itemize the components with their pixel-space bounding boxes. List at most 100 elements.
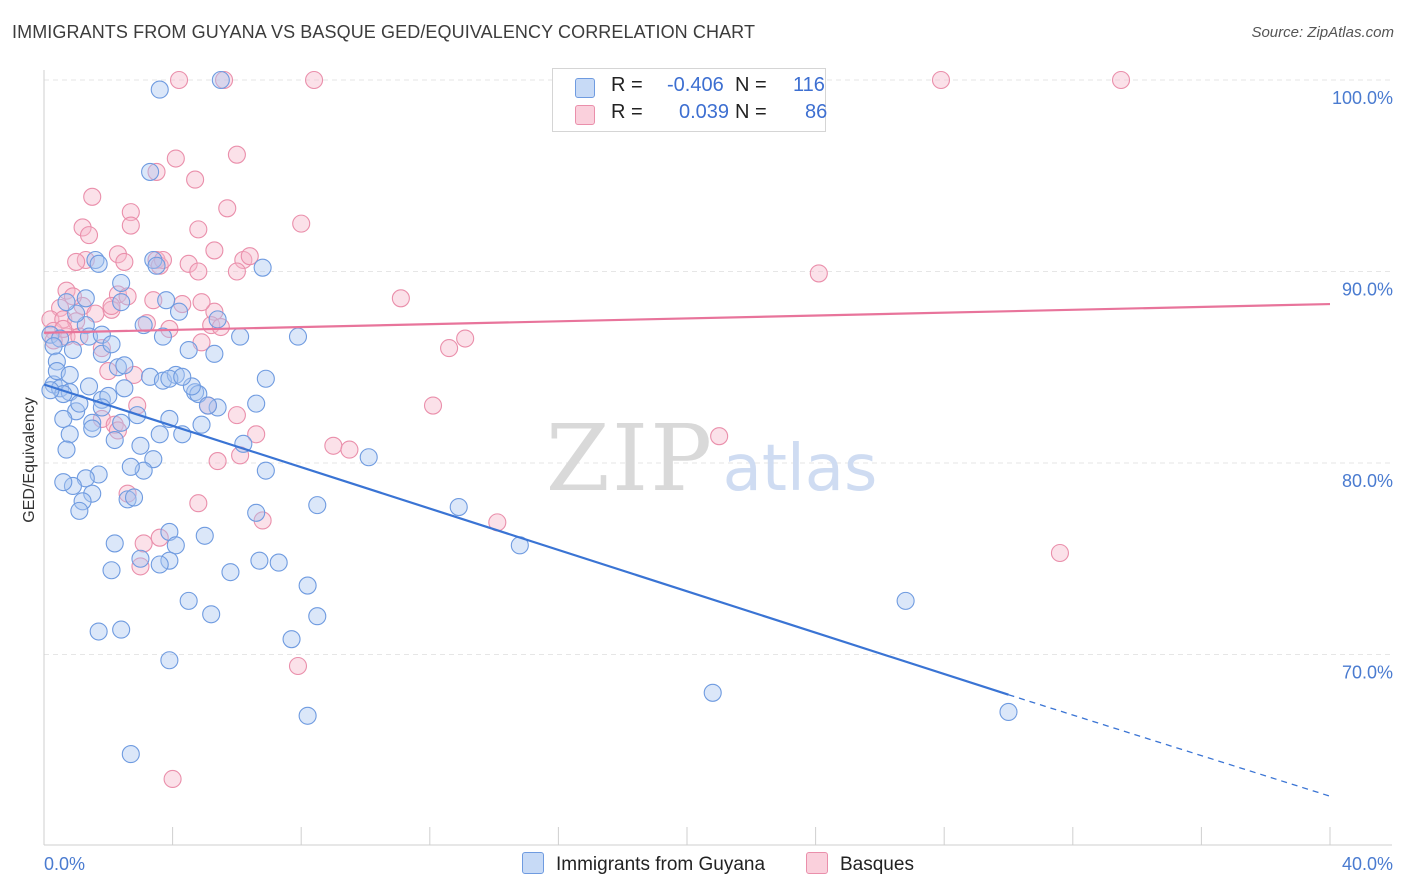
- guyana-point: [169, 302, 189, 321]
- guyana-point: [47, 352, 66, 371]
- guyana-point: [205, 344, 224, 363]
- guyana-point: [63, 340, 82, 360]
- source-credit: Source: ZipAtlas.com: [1251, 24, 1394, 41]
- basques-point: [166, 149, 185, 168]
- guyana-point: [160, 651, 179, 670]
- guyana-point: [250, 551, 269, 570]
- basques-point: [41, 310, 60, 329]
- guyana-point: [76, 289, 95, 308]
- legend-r-value: -0.406: [667, 74, 724, 96]
- guyana-point: [131, 549, 150, 568]
- guyana-point: [73, 492, 92, 511]
- guyana-point: [182, 377, 201, 396]
- basques-point: [391, 289, 410, 308]
- legend-n-label: N =: [735, 74, 767, 96]
- guyana-point: [102, 561, 121, 580]
- legend-item-guyana: Immigrants from Guyana: [522, 852, 765, 876]
- guyana-point: [282, 630, 301, 649]
- basques-point: [102, 296, 121, 316]
- basques-point: [1050, 543, 1069, 563]
- guyana-point: [192, 415, 211, 434]
- watermark: ZIP atlas: [546, 405, 877, 512]
- guyana-point: [359, 448, 378, 467]
- legend-n-value: 116: [793, 74, 825, 96]
- basques-point: [192, 293, 211, 312]
- basques-point: [134, 534, 153, 553]
- legend-n-label: N =: [735, 101, 767, 123]
- basques-point: [809, 264, 828, 283]
- legend-label-guyana: Immigrants from Guyana: [556, 854, 766, 875]
- basques-point: [79, 226, 99, 245]
- guyana-point: [63, 476, 82, 496]
- basques-point: [169, 70, 189, 90]
- basques-point: [115, 252, 134, 271]
- basques-point: [288, 656, 308, 676]
- basques-point: [227, 406, 246, 425]
- guyana-point: [195, 526, 214, 545]
- x-tick-label: 0.0%: [44, 854, 85, 874]
- guyana-point: [157, 291, 176, 310]
- guyana-point: [247, 503, 266, 522]
- guyana-point: [147, 256, 166, 275]
- basques-point: [218, 199, 237, 218]
- guyana-point: [150, 80, 169, 99]
- guyana-point: [153, 327, 173, 346]
- basques-trend-line: [43, 302, 1331, 334]
- guyana-point: [231, 327, 250, 346]
- basques-point: [99, 362, 118, 381]
- guyana-point: [54, 473, 73, 492]
- y-tick-label: 100.0%: [1332, 88, 1393, 108]
- guyana-point: [703, 683, 722, 702]
- legend-n-value: 86: [805, 101, 828, 123]
- guyana-point: [221, 563, 240, 582]
- guyana-point: [115, 379, 134, 398]
- legend-r-label: R =: [611, 74, 643, 96]
- basques-point: [186, 170, 205, 189]
- y-tick-label: 90.0%: [1342, 280, 1393, 300]
- guyana-point: [92, 344, 111, 363]
- guyana-point: [57, 440, 76, 459]
- stats-legend: R = -0.406 N = 116 R = 0.039 N = 86: [552, 68, 828, 132]
- guyana-point: [70, 501, 89, 520]
- guyana-point: [115, 356, 134, 375]
- basques-point: [240, 247, 259, 266]
- basques-point: [247, 425, 266, 444]
- basques-point: [108, 245, 127, 264]
- trend-lines: [43, 302, 1331, 797]
- guyana-point: [179, 591, 198, 610]
- grid-lines: [44, 79, 1390, 655]
- guyana-point: [89, 254, 108, 273]
- basques-point: [179, 254, 198, 273]
- basques-point: [292, 214, 311, 233]
- guyana-point: [83, 413, 102, 432]
- basques-point: [208, 452, 227, 471]
- basques-points: [41, 70, 1131, 789]
- basques-point: [124, 365, 144, 384]
- guyana-point: [118, 490, 137, 509]
- guyana-point: [112, 293, 131, 312]
- basques-point: [163, 769, 182, 789]
- legend-label-basques: Basques: [840, 854, 914, 875]
- guyana-point: [298, 576, 317, 595]
- guyana-point: [141, 162, 160, 181]
- guyana-point: [173, 367, 192, 386]
- basques-point: [92, 339, 111, 358]
- guyana-trend-line-extension: [1008, 694, 1331, 797]
- guyana-point: [41, 325, 60, 344]
- basques-point: [83, 187, 102, 206]
- basques-point: [423, 396, 443, 415]
- guyana-point: [121, 745, 140, 764]
- basques-point: [305, 70, 324, 90]
- guyana-point: [112, 273, 131, 293]
- guyana-point: [89, 622, 108, 641]
- basques-point: [189, 220, 208, 239]
- guyana-points: [41, 70, 1018, 764]
- guyana-point: [105, 430, 124, 450]
- basques-point: [227, 262, 246, 281]
- guyana-point: [54, 409, 73, 429]
- y-axis-label: GED/Equivalency: [21, 397, 38, 522]
- chart-title: IMMIGRANTS FROM GUYANA VS BASQUE GED/EQU…: [12, 22, 756, 42]
- x-tick-label: 40.0%: [1342, 854, 1393, 874]
- basques-point: [131, 557, 150, 576]
